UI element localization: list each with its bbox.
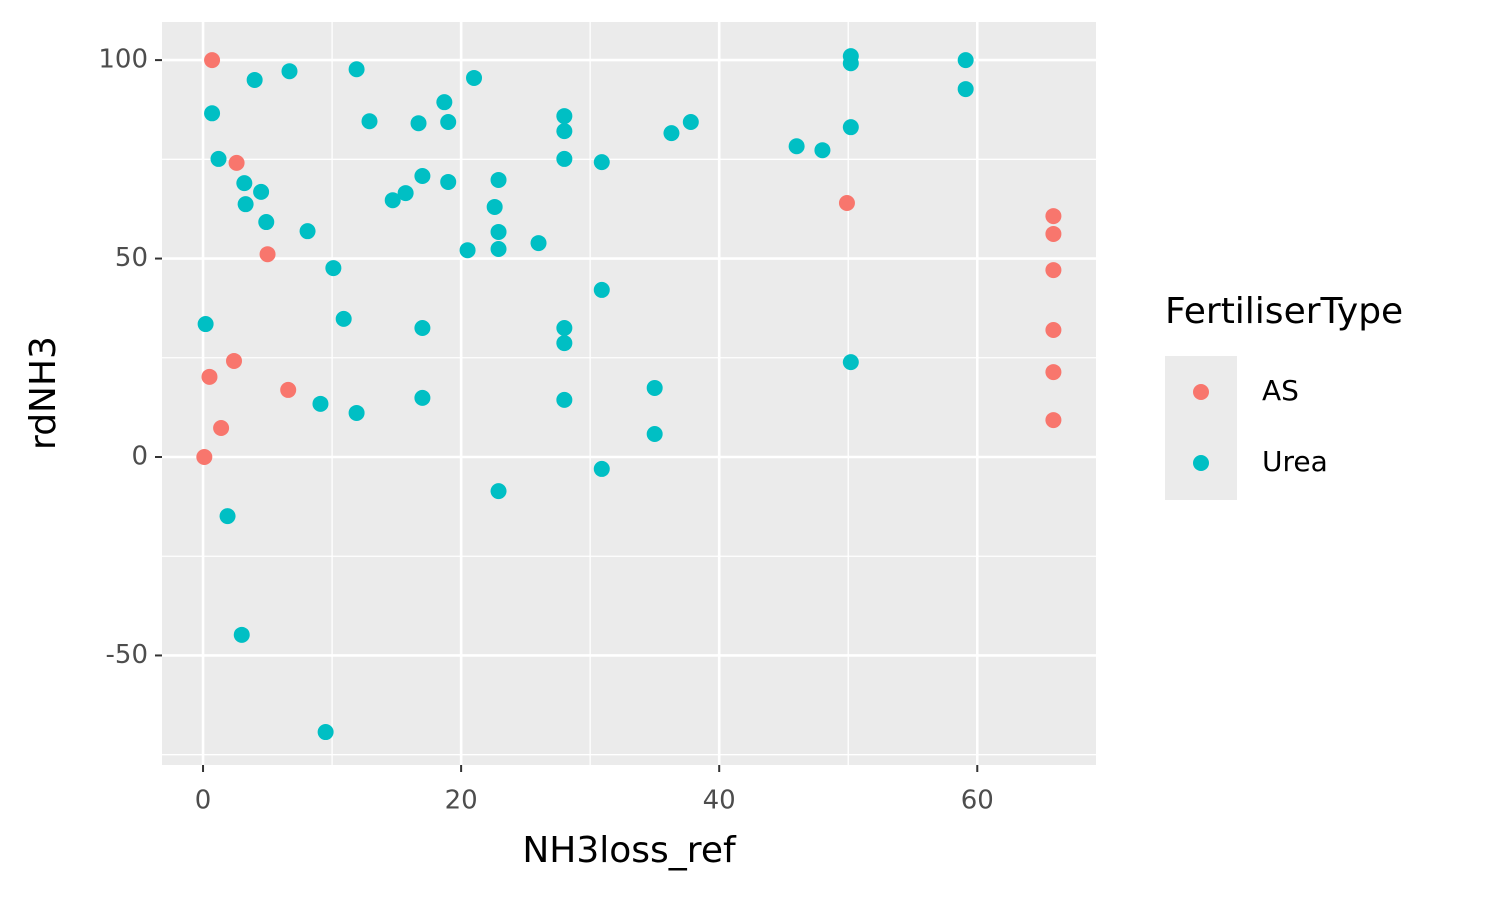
point: [414, 389, 431, 406]
legend-title: FertiliserType: [1165, 291, 1403, 332]
point: [788, 138, 805, 155]
point: [312, 395, 329, 412]
point: [1045, 364, 1062, 381]
x-axis-title: NH3loss_ref: [522, 830, 737, 871]
point: [556, 320, 573, 337]
point: [466, 69, 483, 86]
point: [299, 223, 316, 240]
point: [210, 150, 227, 167]
point: [556, 335, 573, 352]
point: [317, 724, 334, 741]
point: [842, 354, 859, 371]
x-tick-label: 0: [195, 786, 212, 816]
point: [201, 368, 218, 385]
point: [593, 154, 610, 171]
point: [397, 185, 414, 202]
point: [204, 52, 221, 69]
point: [1045, 262, 1062, 279]
point: [348, 61, 365, 78]
point: [530, 235, 547, 252]
point: [459, 242, 476, 259]
point: [1045, 225, 1062, 242]
x-tick-label: 60: [961, 786, 994, 816]
y-tick-label: 50: [115, 243, 148, 273]
panel-background: [162, 22, 1096, 765]
point: [436, 94, 453, 111]
point: [682, 114, 699, 131]
point: [228, 154, 245, 171]
point: [646, 425, 663, 442]
point: [556, 123, 573, 140]
point: [556, 108, 573, 125]
y-tick-label: 0: [131, 442, 148, 472]
point: [410, 115, 427, 132]
point: [1045, 412, 1062, 429]
point: [253, 183, 270, 200]
point: [440, 114, 457, 131]
point: [842, 55, 859, 72]
point: [361, 113, 378, 130]
point: [646, 379, 663, 396]
point: [814, 142, 831, 159]
point: [281, 63, 298, 80]
point: [204, 105, 221, 122]
point: [237, 196, 254, 213]
point: [233, 626, 250, 643]
point: [1045, 208, 1062, 225]
point: [196, 449, 213, 466]
point: [490, 241, 507, 258]
x-tick-label: 40: [703, 786, 736, 816]
point: [593, 281, 610, 298]
point: [246, 71, 263, 88]
point: [556, 391, 573, 408]
point: [838, 194, 855, 211]
x-tick-label: 20: [445, 786, 478, 816]
point: [957, 52, 974, 69]
point: [486, 198, 503, 215]
point: [258, 214, 275, 231]
point: [414, 320, 431, 337]
point: [1045, 321, 1062, 338]
point: [593, 460, 610, 477]
y-tick-label: -50: [106, 640, 148, 670]
point: [335, 310, 352, 327]
point: [226, 352, 243, 369]
point: [957, 81, 974, 98]
point: [842, 119, 859, 136]
point: [197, 316, 214, 333]
point: [414, 167, 431, 184]
point: [490, 171, 507, 188]
legend-key: [1193, 455, 1209, 471]
point: [213, 420, 230, 437]
legend-label: Urea: [1262, 445, 1328, 478]
point: [236, 175, 253, 192]
point: [556, 150, 573, 167]
point: [325, 260, 342, 277]
point: [259, 246, 276, 263]
point: [348, 404, 365, 421]
point: [663, 125, 680, 142]
legend-key-background: [1165, 356, 1237, 500]
point: [280, 381, 297, 398]
point: [440, 173, 457, 190]
y-tick-label: 100: [98, 45, 148, 75]
point: [490, 483, 507, 500]
point: [384, 192, 401, 209]
point: [490, 223, 507, 240]
point: [219, 508, 236, 525]
legend-label: AS: [1262, 374, 1299, 407]
y-axis-title: rdNH3: [23, 336, 64, 450]
legend-key: [1193, 384, 1209, 400]
